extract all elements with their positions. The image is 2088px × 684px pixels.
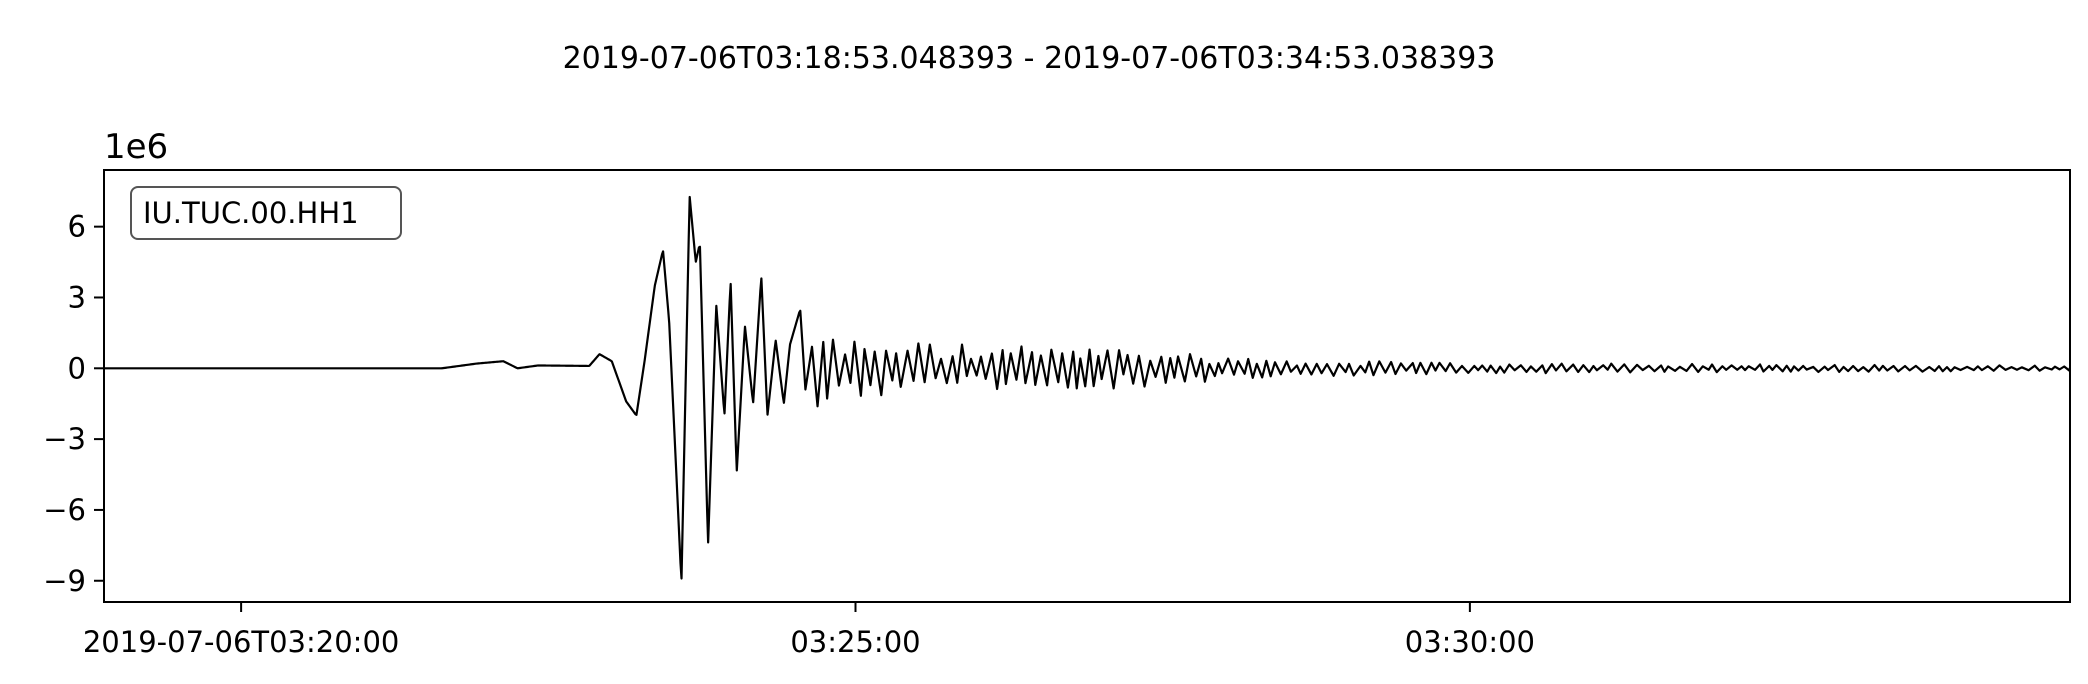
y-tick-label-3: −3 (43, 422, 86, 456)
legend-label: IU.TUC.00.HH1 (143, 196, 359, 230)
waveform-line (104, 195, 2070, 580)
legend-box (130, 186, 402, 240)
y-tick-label-2: 0 (68, 351, 86, 385)
y-axis: 6 3 0 −3 −6 −9 (43, 210, 104, 598)
plot-area-frame (103, 169, 2071, 603)
chart-title: 2019-07-06T03:18:53.048393 - 2019-07-06T… (563, 41, 1496, 76)
x-tick-label-1: 03:25:00 (790, 625, 920, 659)
x-tick-label-2: 03:30:00 (1405, 625, 1535, 659)
y-tick-label-0: 6 (68, 210, 86, 244)
x-tick-label-0: 2019-07-06T03:20:00 (83, 625, 400, 659)
x-axis: 2019-07-06T03:20:00 03:25:00 03:30:00 (83, 602, 1535, 659)
legend: IU.TUC.00.HH1 (130, 186, 402, 240)
y-tick-label-4: −6 (43, 493, 86, 527)
y-tick-label-5: −9 (43, 564, 86, 598)
y-tick-label-1: 3 (68, 280, 86, 314)
y-axis-scale-label: 1e6 (104, 127, 168, 167)
